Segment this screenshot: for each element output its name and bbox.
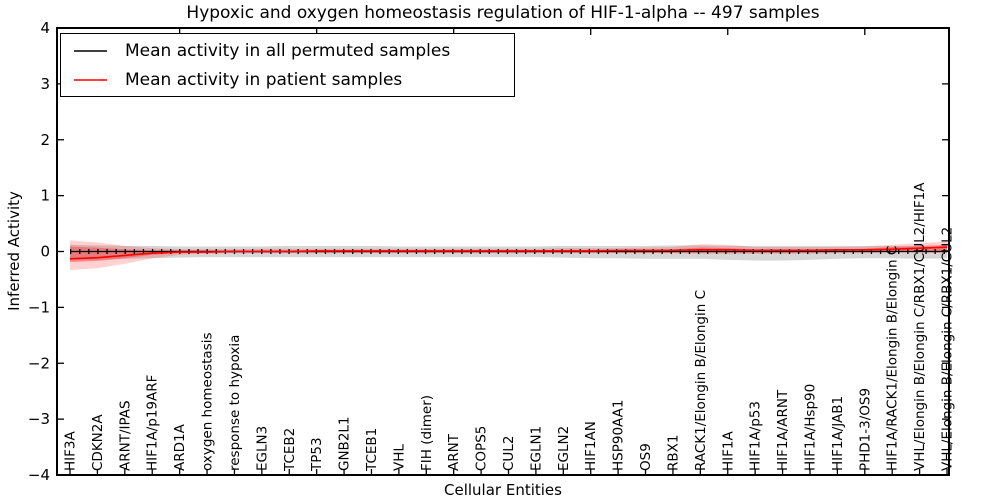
x-tick-label: RBX1 xyxy=(665,435,681,471)
x-tick-label: HSP90AA1 xyxy=(611,400,627,471)
x-tick-label: ARNT xyxy=(446,433,462,471)
patient-mean-line xyxy=(69,246,948,260)
y-tick-label: 2 xyxy=(40,131,50,149)
x-tick-label: RACK1/Elongin B/Elongin C xyxy=(693,290,709,471)
x-tick-label: TCEB2 xyxy=(282,428,298,472)
x-tick-label: COPS5 xyxy=(474,426,490,471)
patient-samples-range-outer-band xyxy=(70,240,947,270)
x-axis-label: Cellular Entities xyxy=(444,481,562,499)
x-tick-label: TCEB1 xyxy=(364,428,380,472)
x-tick-label: ARNT/IPAS xyxy=(117,400,133,471)
legend-label-patient: Mean activity in patient samples xyxy=(125,69,403,90)
x-tick-label: HIF1A/JAB1 xyxy=(830,396,846,471)
y-tick-label: −3 xyxy=(28,410,50,428)
legend-label-permuted: Mean activity in all permuted samples xyxy=(125,40,451,61)
x-tick-label: response to hypoxia xyxy=(227,335,243,471)
x-tick-label: HIF1A/Hsp90 xyxy=(802,384,818,471)
x-tick-label: HIF1A/p53 xyxy=(748,401,764,471)
legend-line-patient-icon xyxy=(74,78,107,81)
x-tick-label: VHL/Elongin B/Elongin C/RBX1/CUL2 xyxy=(940,227,956,471)
x-tick-label: VHL xyxy=(391,444,407,471)
x-tick-label: OS9 xyxy=(638,443,654,471)
y-tick-label: −1 xyxy=(28,298,50,316)
x-tick-label: EGLN2 xyxy=(556,426,572,471)
legend: Mean activity in all permuted samples Me… xyxy=(60,33,515,97)
y-tick-label: 4 xyxy=(40,19,50,37)
x-tick-label: EGLN3 xyxy=(254,426,270,471)
y-tick-label: −4 xyxy=(28,466,50,484)
y-axis-label: Inferred Activity xyxy=(5,191,23,311)
permuted-samples-range-band xyxy=(70,244,947,261)
x-tick-label: HIF1A/p19ARF xyxy=(145,375,161,471)
x-tick-label: HIF1A/RACK1/Elongin B/Elongin C xyxy=(885,246,901,471)
x-tick-label: FIH (dimer) xyxy=(419,395,435,471)
y-tick-label: 3 xyxy=(40,75,50,93)
x-tick-label: HIF1A xyxy=(720,431,736,471)
y-tick-label: 0 xyxy=(40,243,50,261)
x-tick-label: HIF1A/ARNT xyxy=(775,389,791,471)
y-tick-label: 1 xyxy=(40,187,50,205)
x-tick-label: HIF1AN xyxy=(583,421,599,471)
x-tick-label: EGLN1 xyxy=(528,426,544,471)
x-tick-label: CUL2 xyxy=(501,436,517,471)
legend-item-patient: Mean activity in patient samples xyxy=(61,65,514,94)
legend-item-permuted: Mean activity in all permuted samples xyxy=(61,36,514,65)
x-tick-label: GNB2L1 xyxy=(337,416,353,471)
x-tick-label: VHL/Elongin B/Elongin C/RBX1/CUL2/HIF1A xyxy=(912,182,928,471)
x-tick-label: ARD1A xyxy=(172,423,188,471)
chart-title: Hypoxic and oxygen homeostasis regulatio… xyxy=(186,3,820,23)
y-tick-label: −2 xyxy=(28,354,50,372)
x-tick-label: PHD1-3/OS9 xyxy=(857,388,873,471)
legend-line-permuted-icon xyxy=(74,49,107,52)
x-tick-label: TP53 xyxy=(309,437,325,472)
x-tick-label: oxygen homeostasis xyxy=(200,333,216,472)
x-tick-label: CDKN2A xyxy=(90,414,106,471)
x-tick-label: HIF3A xyxy=(63,431,79,471)
